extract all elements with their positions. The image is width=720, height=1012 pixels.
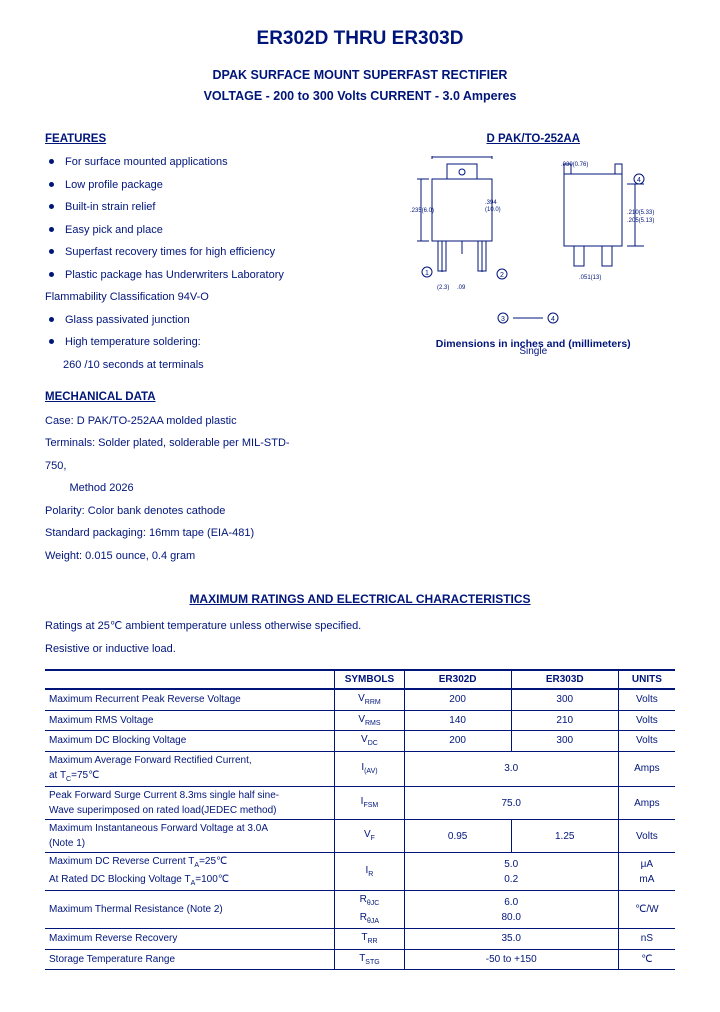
feature-item: High temperature soldering: [47, 334, 374, 351]
table-header: ER303D [511, 670, 618, 689]
svg-text:(10.0): (10.0) [485, 207, 501, 213]
table-header [45, 670, 335, 689]
table-row: Maximum Reverse RecoveryTRR35.0nS [45, 929, 675, 950]
table-header: UNITS [618, 670, 675, 689]
mechanical-line: Polarity: Color bank denotes cathode [45, 503, 374, 520]
features-list-1: For surface mounted applications Low prof… [45, 154, 374, 283]
svg-text:1: 1 [425, 270, 429, 277]
svg-text:.394: .394 [485, 200, 497, 206]
feature-item: Built-in strain relief [47, 199, 374, 216]
svg-text:.051(13): .051(13) [579, 275, 601, 281]
mechanical-line: Terminals: Solder plated, solderable per… [45, 435, 374, 452]
table-header: ER302D [404, 670, 511, 689]
max-note-2: Resistive or inductive load. [45, 641, 675, 658]
svg-text:.09: .09 [457, 285, 466, 291]
single-label: Single [392, 344, 676, 359]
ratings-table: SYMBOLSER302DER303DUNITS Maximum Recurre… [45, 669, 675, 970]
subtitle-2: VOLTAGE - 200 to 300 Volts CURRENT - 3.0… [45, 87, 675, 106]
table-row: Maximum DC Reverse Current TA=25℃At Rate… [45, 853, 675, 891]
table-header: SYMBOLS [335, 670, 404, 689]
flammability-line: Flammability Classification 94V-O [45, 289, 374, 306]
mechanical-heading: MECHANICAL DATA [45, 389, 374, 406]
mechanical-line: Standard packaging: 16mm tape (EIA-481) [45, 525, 374, 542]
svg-text:.205(5.13): .205(5.13) [627, 218, 654, 224]
max-ratings-heading: MAXIMUM RATINGS AND ELECTRICAL CHARACTER… [45, 590, 675, 608]
mechanical-line: Case: D PAK/TO-252AA molded plastic [45, 413, 374, 430]
table-row: Storage Temperature RangeTSTG-50 to +150… [45, 949, 675, 970]
feature-item: Easy pick and place [47, 222, 374, 239]
max-note-1: Ratings at 25℃ ambient temperature unles… [45, 618, 675, 635]
svg-text:2: 2 [500, 272, 504, 279]
table-row: Maximum Thermal Resistance (Note 2)RθJCR… [45, 891, 675, 929]
mechanical-line: 750, [45, 458, 374, 475]
feature-item: Plastic package has Underwriters Laborat… [47, 267, 374, 284]
mechanical-line: Method 2026 [45, 480, 374, 497]
svg-text:4: 4 [551, 316, 555, 323]
table-row: Maximum Average Forward Rectified Curren… [45, 751, 675, 787]
svg-text:(2.3): (2.3) [437, 285, 449, 291]
table-row: Peak Forward Surge Current 8.3ms single … [45, 787, 675, 820]
feature-item: Superfast recovery times for high effici… [47, 244, 374, 261]
table-row: Maximum Recurrent Peak Reverse VoltageVR… [45, 689, 675, 710]
svg-text:.210(5.33): .210(5.33) [627, 210, 654, 216]
feature-item: For surface mounted applications [47, 154, 374, 171]
svg-text:.030(0.76): .030(0.76) [561, 162, 588, 168]
svg-text:4: 4 [637, 177, 641, 184]
svg-text:.235(6.0): .235(6.0) [410, 208, 434, 214]
mechanical-line: Weight: 0.015 ounce, 0.4 gram [45, 548, 374, 565]
mechanical-data: Case: D PAK/TO-252AA molded plastic Termi… [45, 413, 374, 565]
table-row: Maximum DC Blocking VoltageVDC200300Volt… [45, 731, 675, 752]
subtitle-1: DPAK SURFACE MOUNT SUPERFAST RECTIFIER [45, 66, 675, 85]
package-diagram: 1 2 .235(6.0) .394 (10.0) (2.3) .09 [392, 154, 676, 329]
table-row: Maximum RMS VoltageVRMS140210Volts [45, 710, 675, 731]
feature-item: Glass passivated junction [47, 312, 374, 329]
solder-line: 260 /10 seconds at terminals [45, 357, 374, 374]
table-row: Maximum Instantaneous Forward Voltage at… [45, 820, 675, 853]
page-title: ER302D THRU ER303D [45, 25, 675, 54]
feature-item: Low profile package [47, 177, 374, 194]
package-label: D PAK/TO-252AA [392, 131, 676, 148]
svg-text:3: 3 [501, 316, 505, 323]
features-heading: FEATURES [45, 131, 374, 148]
features-list-2: Glass passivated junction High temperatur… [45, 312, 374, 351]
